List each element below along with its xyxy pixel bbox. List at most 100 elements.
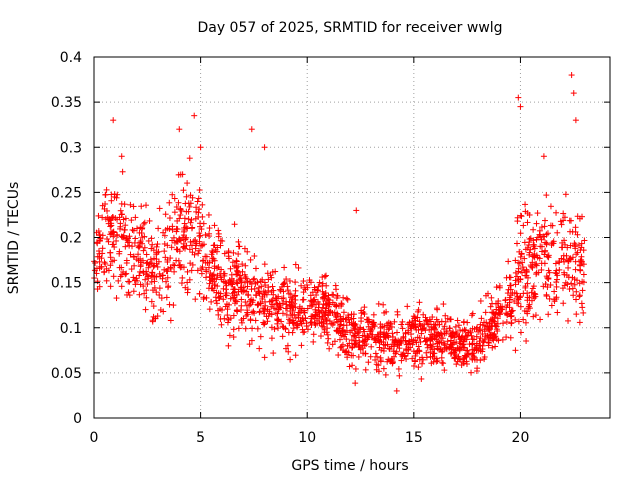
- data-point: [324, 339, 331, 346]
- data-point: [385, 326, 392, 333]
- data-point: [514, 240, 521, 247]
- data-point: [573, 311, 580, 318]
- data-point: [380, 365, 387, 372]
- data-point: [141, 244, 148, 251]
- data-point: [493, 284, 500, 291]
- data-point: [279, 323, 286, 330]
- data-point: [151, 284, 158, 291]
- data-point: [230, 334, 237, 341]
- data-point: [372, 356, 379, 363]
- data-point: [385, 356, 392, 363]
- data-point: [174, 238, 181, 245]
- y-tick-label: 0.2: [60, 231, 82, 247]
- data-point: [488, 318, 495, 325]
- data-point: [477, 357, 484, 364]
- data-point: [518, 329, 525, 336]
- data-point: [381, 329, 388, 336]
- data-point: [323, 317, 330, 324]
- data-point: [114, 191, 121, 198]
- data-point: [195, 195, 202, 202]
- data-point: [277, 302, 284, 309]
- data-point: [532, 293, 539, 300]
- data-point: [517, 276, 524, 283]
- data-point: [418, 375, 425, 382]
- data-point: [107, 283, 114, 290]
- data-point: [135, 244, 142, 251]
- data-point: [107, 262, 114, 269]
- data-point: [517, 212, 524, 219]
- data-point: [522, 201, 529, 208]
- data-point: [515, 94, 522, 101]
- data-point: [309, 289, 316, 296]
- data-point: [183, 234, 190, 241]
- data-point: [164, 274, 171, 281]
- data-point: [469, 341, 476, 348]
- data-point: [178, 280, 185, 287]
- data-point: [298, 342, 305, 349]
- data-point: [517, 303, 524, 310]
- data-point: [433, 305, 440, 312]
- data-point: [143, 294, 150, 301]
- data-point: [193, 240, 200, 247]
- data-point: [413, 339, 420, 346]
- data-point: [208, 298, 215, 305]
- data-point: [176, 126, 183, 133]
- data-point: [520, 222, 527, 229]
- data-point: [234, 280, 241, 287]
- data-point: [321, 273, 328, 280]
- data-point: [220, 285, 227, 292]
- data-point: [337, 344, 344, 351]
- data-point: [215, 290, 222, 297]
- data-point: [147, 256, 154, 263]
- data-point: [515, 318, 522, 325]
- data-point: [571, 243, 578, 250]
- data-point: [548, 302, 555, 309]
- data-point: [351, 340, 358, 347]
- data-point: [116, 248, 123, 255]
- data-point: [183, 193, 190, 200]
- data-point: [384, 341, 391, 348]
- data-point: [130, 288, 137, 295]
- data-point: [424, 344, 431, 351]
- data-point: [481, 336, 488, 343]
- data-point: [520, 290, 527, 297]
- data-point: [397, 340, 404, 347]
- data-point: [529, 285, 536, 292]
- data-point: [411, 362, 418, 369]
- data-point: [424, 341, 431, 348]
- data-point: [359, 337, 366, 344]
- data-point: [319, 282, 326, 289]
- data-point: [274, 310, 281, 317]
- data-point: [225, 253, 232, 260]
- y-tick-label: 0.35: [51, 95, 82, 111]
- data-point: [279, 310, 286, 317]
- data-point: [507, 334, 514, 341]
- data-point: [421, 321, 428, 328]
- data-point: [441, 323, 448, 330]
- data-point: [278, 295, 285, 302]
- data-point: [177, 261, 184, 268]
- data-point: [151, 255, 158, 262]
- data-point: [333, 303, 340, 310]
- data-point: [558, 221, 565, 228]
- data-point: [281, 264, 288, 271]
- data-point: [238, 302, 245, 309]
- data-point: [322, 292, 329, 299]
- data-point: [391, 318, 398, 325]
- data-point: [522, 319, 529, 326]
- y-tick-labels: 0 0.05 0.1 0.15 0.2 0.25 0.3 0.35 0.4: [51, 50, 82, 427]
- data-point: [247, 298, 254, 305]
- data-point: [572, 117, 579, 124]
- data-point: [220, 296, 227, 303]
- data-point: [375, 300, 382, 307]
- data-point: [282, 345, 289, 352]
- data-point: [224, 312, 231, 319]
- data-point: [454, 358, 461, 365]
- data-point: [193, 204, 200, 211]
- data-point: [411, 314, 418, 321]
- data-point: [96, 231, 103, 238]
- data-point: [551, 296, 558, 303]
- data-point: [127, 251, 134, 258]
- data-point: [123, 235, 130, 242]
- data-point: [173, 246, 180, 253]
